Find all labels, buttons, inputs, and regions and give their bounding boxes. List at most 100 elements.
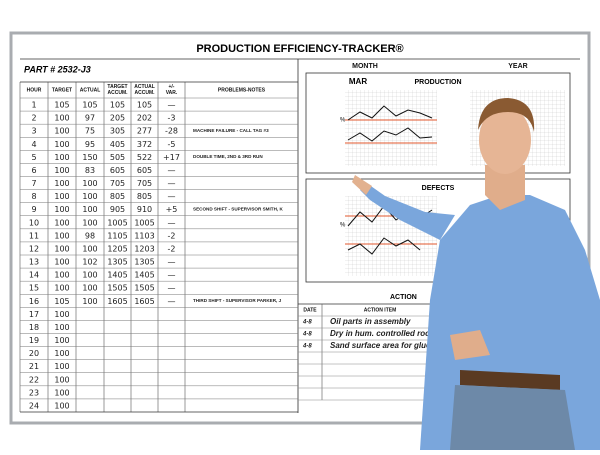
column-header: ACTUAL ACCUM. xyxy=(134,84,155,96)
table-cell: 105 xyxy=(110,101,125,110)
table-cell: 1305 xyxy=(134,258,154,267)
table-cell: 1105 xyxy=(107,231,127,240)
axis-unit: % xyxy=(340,118,346,124)
note: MACHINE FAILURE - CALL TAG #3 xyxy=(193,128,269,133)
table-cell: 5 xyxy=(31,153,36,162)
table-cell: 705 xyxy=(110,179,125,188)
table-cell: 15 xyxy=(29,284,39,293)
column-header: +/-VAR. xyxy=(166,84,178,96)
table-cell: +17 xyxy=(163,153,180,162)
table-cell: 1103 xyxy=(134,231,154,240)
table-cell: 1005 xyxy=(134,218,154,227)
table-cell: 100 xyxy=(54,205,69,214)
table-cell: 105 xyxy=(137,101,152,110)
table-cell: 18 xyxy=(29,323,39,332)
table-cell: 9 xyxy=(31,205,36,214)
action-cell: Dry in hum. controlled room xyxy=(330,329,437,338)
table-cell: 1 xyxy=(31,101,36,110)
chart-grid xyxy=(345,90,437,166)
year-label: YEAR xyxy=(508,63,527,70)
part-number: PART # 2532-J3 xyxy=(24,64,91,74)
table-cell: 605 xyxy=(110,166,125,175)
table-cell: 100 xyxy=(82,192,97,201)
table-cell: 405 xyxy=(110,140,125,149)
table-cell: — xyxy=(168,218,176,227)
table-cell: 102 xyxy=(82,258,97,267)
table-cell: 100 xyxy=(54,153,69,162)
table-cell: — xyxy=(168,179,176,188)
table-cell: 1205 xyxy=(107,244,127,253)
action-cell: 4-8 xyxy=(302,344,312,350)
table-cell: 1605 xyxy=(134,297,154,306)
table-cell: 100 xyxy=(82,297,97,306)
table-cell: 505 xyxy=(110,153,125,162)
table-cell: 24 xyxy=(29,401,39,410)
table-cell: 22 xyxy=(29,375,39,384)
table-cell: 100 xyxy=(54,192,69,201)
table-cell: 19 xyxy=(29,336,39,345)
column-header: ACTION ITEM xyxy=(364,307,397,313)
table-cell: 100 xyxy=(54,401,69,410)
table-cell: 100 xyxy=(54,258,69,267)
table-cell: 100 xyxy=(54,362,69,371)
table-cell: 10 xyxy=(29,218,39,227)
presenter xyxy=(352,98,600,450)
table-cell: 7 xyxy=(31,179,36,188)
table-cell: — xyxy=(168,297,176,306)
table-cell: 905 xyxy=(110,205,125,214)
table-cell: 305 xyxy=(110,127,125,136)
table-cell: 14 xyxy=(29,271,39,280)
column-header: TARGET ACCUM. xyxy=(107,84,128,96)
table-cell: 13 xyxy=(29,258,39,267)
table-cell: 205 xyxy=(110,114,125,123)
defects-title: DEFECTS xyxy=(422,185,455,192)
table-cell: 75 xyxy=(85,127,95,136)
note: DOUBLE TIME, 2ND & 3RD RUN xyxy=(193,154,263,159)
table-cell: -2 xyxy=(168,244,176,253)
board-title: PRODUCTION EFFICIENCY-TRACKER® xyxy=(196,43,403,55)
table-cell: -2 xyxy=(168,231,176,240)
table-cell: 805 xyxy=(110,192,125,201)
table-cell: 100 xyxy=(82,205,97,214)
table-cell: +5 xyxy=(166,205,178,214)
table-cell: 1005 xyxy=(107,218,127,227)
table-cell: 705 xyxy=(137,179,152,188)
table-cell: 98 xyxy=(85,231,95,240)
table-cell: 100 xyxy=(54,388,69,397)
table-cell: -28 xyxy=(165,127,178,136)
table-cell: -5 xyxy=(168,140,176,149)
column-header: ACTUAL xyxy=(80,87,101,93)
table-cell: 100 xyxy=(54,244,69,253)
table-cell: 605 xyxy=(137,166,152,175)
table-cell: 372 xyxy=(137,140,152,149)
table-cell: — xyxy=(168,101,176,110)
table-cell: 100 xyxy=(54,375,69,384)
table-cell: 805 xyxy=(137,192,152,201)
column-header: HOUR xyxy=(27,87,42,93)
table-cell: 16 xyxy=(29,297,39,306)
table-cell: 11 xyxy=(29,231,39,240)
tracker-table: HOUR TARGET ACTUAL TARGET ACCUM. ACTUAL ACCUM.… xyxy=(19,81,299,413)
month-label: MONTH xyxy=(352,63,378,70)
table-cell: 202 xyxy=(137,114,152,123)
table-cell: 105 xyxy=(54,297,69,306)
table-cell: 100 xyxy=(54,231,69,240)
table-cell: 100 xyxy=(54,179,69,188)
trend-line xyxy=(347,105,433,121)
table-cell: 100 xyxy=(54,336,69,345)
table-cell: 6 xyxy=(31,166,36,175)
table-cell: 17 xyxy=(29,310,39,319)
table-cell: 100 xyxy=(82,244,97,253)
trend-line xyxy=(347,237,421,255)
table-cell: 277 xyxy=(137,127,152,136)
table-cell: 100 xyxy=(82,271,97,280)
table-cell: 2 xyxy=(31,114,36,123)
table-cell: 23 xyxy=(29,388,39,397)
table-cell: 1605 xyxy=(107,297,127,306)
table-cell: 100 xyxy=(54,271,69,280)
note: SECOND SHIFT - SUPERVISOR SMITH, K xyxy=(193,206,283,211)
table-cell: 1505 xyxy=(107,284,127,293)
table-cell: — xyxy=(168,271,176,280)
column-header: TARGET xyxy=(52,87,72,93)
table-cell: 3 xyxy=(31,127,36,136)
